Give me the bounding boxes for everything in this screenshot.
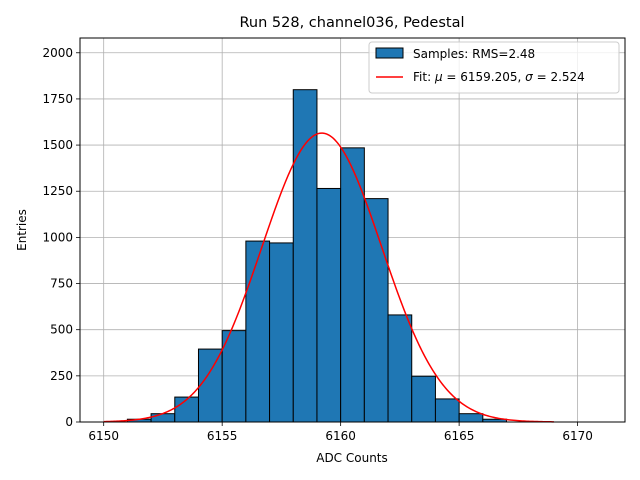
histogram-bar: [269, 242, 294, 423]
y-tick-label: 1750: [42, 92, 73, 106]
histogram-bar: [174, 396, 199, 423]
plot-frame: [79, 37, 626, 423]
legend-samples-patch: [375, 47, 404, 59]
x-axis-label: ADC Counts: [316, 451, 388, 465]
histogram-bar: [197, 348, 223, 423]
y-axis-ticks: 0 250 500 750 1000 1250 1500 1750 2000: [42, 46, 80, 429]
legend-fit-label: Fit: μ = 6159.205, σ = 2.524: [413, 70, 585, 84]
y-tick-label: 2000: [42, 46, 73, 60]
histogram-bar: [150, 413, 176, 423]
histogram-bar: [316, 187, 342, 423]
y-tick-label: 1500: [42, 138, 73, 152]
y-tick-label: 0: [65, 415, 73, 429]
legend: Samples: RMS=2.48 Fit: μ = 6159.205, σ =…: [368, 41, 620, 94]
fit-curve-layer: [103, 132, 554, 423]
histogram-bar: [221, 330, 247, 423]
y-axis-label: Entries: [15, 209, 29, 251]
histogram-bar: [458, 413, 484, 423]
histogram-bar: [292, 89, 318, 423]
y-tick-label: 250: [50, 369, 73, 383]
y-tick-label: 500: [50, 323, 73, 337]
x-axis-ticks: 6150 6155 6160 6165 6170: [88, 422, 593, 443]
y-tick-label: 1000: [42, 230, 73, 244]
x-tick-label: 6170: [562, 429, 593, 443]
legend-box: [368, 41, 620, 94]
histogram-bar: [245, 240, 271, 423]
x-tick-label: 6160: [325, 429, 356, 443]
chart-title: Run 528, channel036, Pedestal: [239, 15, 464, 31]
y-tick-label: 1250: [42, 184, 73, 198]
histogram-bar: [434, 398, 460, 423]
y-tick-label: 750: [50, 277, 73, 291]
histogram-bar: [387, 314, 413, 423]
legend-samples-label: Samples: RMS=2.48: [413, 47, 535, 61]
histogram-bars: [126, 89, 508, 423]
x-tick-label: 6165: [444, 429, 475, 443]
fit-curve: [103, 132, 554, 423]
x-tick-label: 6150: [88, 429, 119, 443]
x-tick-label: 6155: [207, 429, 238, 443]
histogram-bar: [411, 375, 436, 423]
